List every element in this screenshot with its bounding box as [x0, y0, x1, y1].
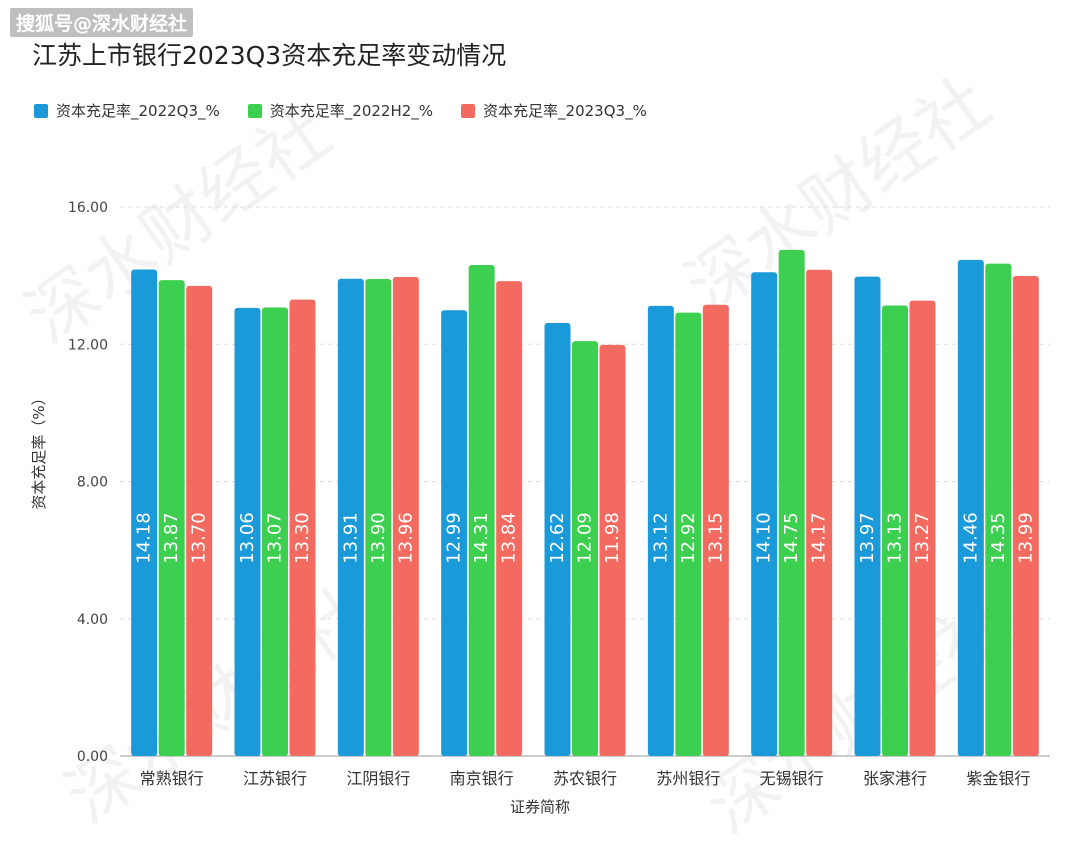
bar-label-7-0: 13.97 — [857, 512, 878, 564]
legend-item-2022h2[interactable]: 资本充足率_2022H2_% — [247, 100, 434, 121]
x-tick-label-5: 苏州银行 — [656, 769, 720, 788]
x-tick-label-2: 江阴银行 — [346, 769, 410, 788]
legend-label-2022q3: 资本充足率_2022Q3_% — [56, 102, 220, 120]
x-tick-label-3: 南京银行 — [450, 769, 514, 788]
bar-label-4-1: 12.09 — [575, 512, 596, 564]
bar-8-1 — [985, 263, 1012, 756]
bar-4-0 — [544, 322, 571, 756]
legend-item-2022q3[interactable]: 资本充足率_2022Q3_% — [34, 100, 220, 121]
chart-title: 江苏上市银行2023Q3资本充足率变动情况 — [32, 41, 507, 70]
bar-label-2-0: 13.91 — [340, 512, 361, 564]
bar-label-8-0: 14.46 — [960, 512, 981, 564]
bar-6-2 — [806, 269, 833, 756]
bar-5-2 — [702, 304, 729, 756]
bar-7-2 — [909, 300, 936, 756]
y-tick-label-3: 12.00 — [68, 337, 108, 353]
bar-label-3-0: 12.99 — [444, 512, 465, 564]
bar-7-1 — [882, 305, 908, 756]
bar-label-6-2: 14.17 — [809, 512, 830, 564]
legend: 资本充足率_2022Q3_% 资本充足率_2022H2_% 资本充足率_2023… — [34, 100, 647, 121]
bar-label-5-2: 13.15 — [705, 512, 726, 564]
legend-swatch-2022q3 — [34, 103, 48, 118]
y-tick-label-1: 4.00 — [77, 612, 108, 628]
bar-label-6-1: 14.75 — [781, 512, 802, 564]
bar-8-2 — [1012, 275, 1039, 756]
bar-label-1-0: 13.06 — [237, 512, 258, 564]
legend-swatch-2023q3 — [461, 103, 476, 118]
bar-label-4-0: 12.62 — [547, 512, 568, 564]
bar-6-1 — [778, 249, 805, 756]
bar-4-1 — [572, 341, 598, 756]
bar-label-5-1: 12.92 — [678, 512, 699, 564]
x-tick-label-0: 常熟银行 — [140, 769, 204, 788]
bar-7-0 — [854, 276, 881, 756]
bar-label-8-2: 13.99 — [1015, 512, 1036, 564]
bar-5-0 — [647, 305, 674, 756]
bar-5-1 — [675, 312, 702, 756]
bar-1-2 — [289, 299, 316, 756]
bar-3-2 — [496, 281, 523, 756]
y-tick-label-2: 8.00 — [77, 475, 108, 491]
bar-label-2-2: 13.96 — [395, 512, 416, 564]
bar-0-2 — [186, 285, 213, 756]
x-axis-label: 证券简称 — [509, 798, 570, 816]
bar-2-1 — [365, 279, 392, 756]
x-tick-label-4: 苏农银行 — [553, 769, 617, 788]
bar-3-0 — [441, 310, 468, 756]
bar-label-0-2: 13.70 — [189, 512, 210, 564]
bar-0-0 — [131, 269, 158, 756]
bar-label-6-0: 14.10 — [754, 512, 775, 564]
bar-label-7-2: 13.27 — [912, 512, 933, 564]
bar-2-2 — [392, 276, 419, 756]
legend-swatch-2022h2 — [247, 103, 262, 118]
bar-2-0 — [337, 278, 364, 756]
x-tick-label-7: 张家港行 — [863, 769, 927, 788]
bar-label-0-1: 13.87 — [161, 512, 182, 564]
x-tick-label-8: 紫金银行 — [966, 769, 1030, 788]
legend-label-2022h2: 资本充足率_2022H2_% — [269, 102, 434, 120]
bar-label-3-2: 13.84 — [499, 512, 520, 564]
bar-label-0-0: 14.18 — [134, 512, 155, 564]
bar-label-4-2: 11.98 — [602, 512, 623, 564]
bar-1-0 — [234, 307, 261, 756]
bar-label-1-2: 13.30 — [292, 512, 313, 564]
bar-label-1-1: 13.07 — [265, 512, 286, 564]
bar-1-1 — [262, 307, 288, 756]
bar-label-5-0: 13.12 — [650, 512, 671, 564]
bar-label-7-1: 13.13 — [885, 512, 906, 564]
x-tick-label-6: 无锡银行 — [760, 769, 824, 788]
legend-label-2023q3: 资本充足率_2023Q3_% — [483, 102, 647, 120]
legend-item-2023q3[interactable]: 资本充足率_2023Q3_% — [461, 100, 647, 121]
source-watermark: 搜狐号@深水财经社 — [10, 8, 194, 37]
bar-6-0 — [751, 272, 778, 756]
bar-0-1 — [158, 280, 185, 756]
y-tick-label-4: 16.00 — [68, 200, 108, 216]
bar-label-3-1: 14.31 — [471, 512, 492, 564]
bar-label-2-1: 13.90 — [368, 512, 389, 564]
bar-label-8-1: 14.35 — [988, 512, 1009, 564]
bar-4-2 — [599, 344, 626, 756]
y-tick-label-0: 0.00 — [77, 749, 108, 765]
bar-8-0 — [957, 259, 984, 756]
bar-3-1 — [468, 264, 495, 756]
x-tick-label-1: 江苏银行 — [243, 769, 307, 788]
